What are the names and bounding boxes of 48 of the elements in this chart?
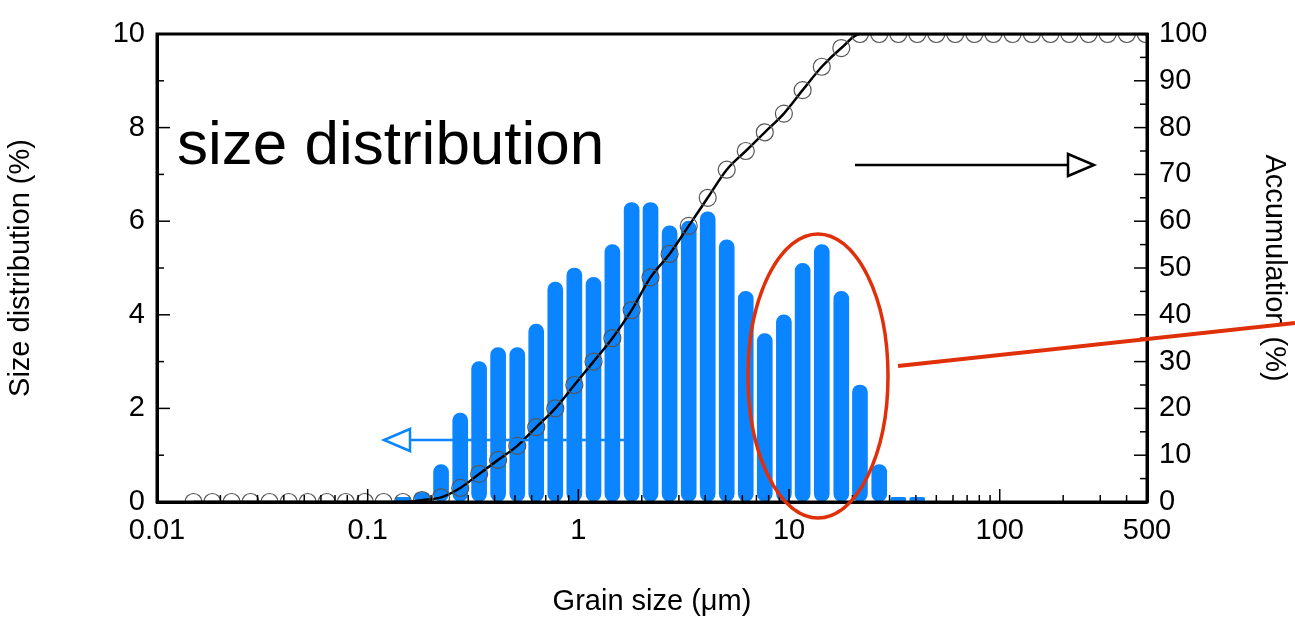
y-tick-label: 2 (128, 390, 145, 423)
y2-tick-label: 50 (1159, 250, 1192, 282)
bar (833, 291, 850, 502)
y-tick-label: 8 (128, 109, 145, 142)
x-axis-title: Grain size (μm) (552, 583, 752, 616)
bar (528, 323, 545, 502)
y2-tick-label: 80 (1159, 109, 1192, 142)
y-axis-title: Size distribution (%) (3, 139, 36, 397)
y-tick-label: 10 (112, 16, 145, 48)
bar (776, 314, 792, 502)
y2-tick-label: 10 (1159, 437, 1192, 470)
y-tick-label: 0 (128, 484, 145, 516)
y2-tick-label: 0 (1159, 484, 1176, 516)
y2-tick-label: 40 (1159, 296, 1192, 329)
x-tick-label: 500 (1122, 513, 1172, 546)
bar (566, 267, 583, 502)
bar (604, 244, 621, 502)
bar (452, 412, 469, 502)
x-tick-label: 0.1 (347, 513, 388, 546)
y2-tick-label: 30 (1159, 343, 1192, 376)
x-tick-label: 0.01 (128, 513, 186, 546)
bar (509, 347, 526, 502)
bar (490, 347, 506, 502)
y-tick-label: 4 (128, 296, 145, 329)
bar (642, 202, 659, 502)
x-tick-label: 100 (975, 513, 1024, 546)
bar (852, 384, 868, 502)
bar (794, 262, 811, 502)
x-tick-label: 10 (772, 513, 806, 546)
bar (661, 225, 678, 502)
y2-axis-title: Accumulation (%) (1259, 154, 1292, 382)
bar (623, 202, 640, 502)
bar (585, 277, 602, 502)
bar (471, 361, 487, 502)
x-tick-label: 1 (570, 513, 587, 546)
bar (547, 281, 564, 502)
y2-tick-label: 90 (1159, 62, 1192, 95)
bar (699, 211, 716, 502)
y2-tick-label: 60 (1159, 203, 1192, 236)
y2-tick-label: 70 (1159, 156, 1192, 189)
bar (756, 333, 773, 502)
y2-tick-label: 20 (1159, 390, 1192, 423)
bar (718, 239, 735, 502)
y-tick-label: 6 (128, 203, 145, 236)
bar (680, 220, 697, 502)
annotation: size distribution (177, 108, 605, 177)
bar (813, 244, 830, 502)
y2-tick-label: 100 (1159, 16, 1208, 48)
